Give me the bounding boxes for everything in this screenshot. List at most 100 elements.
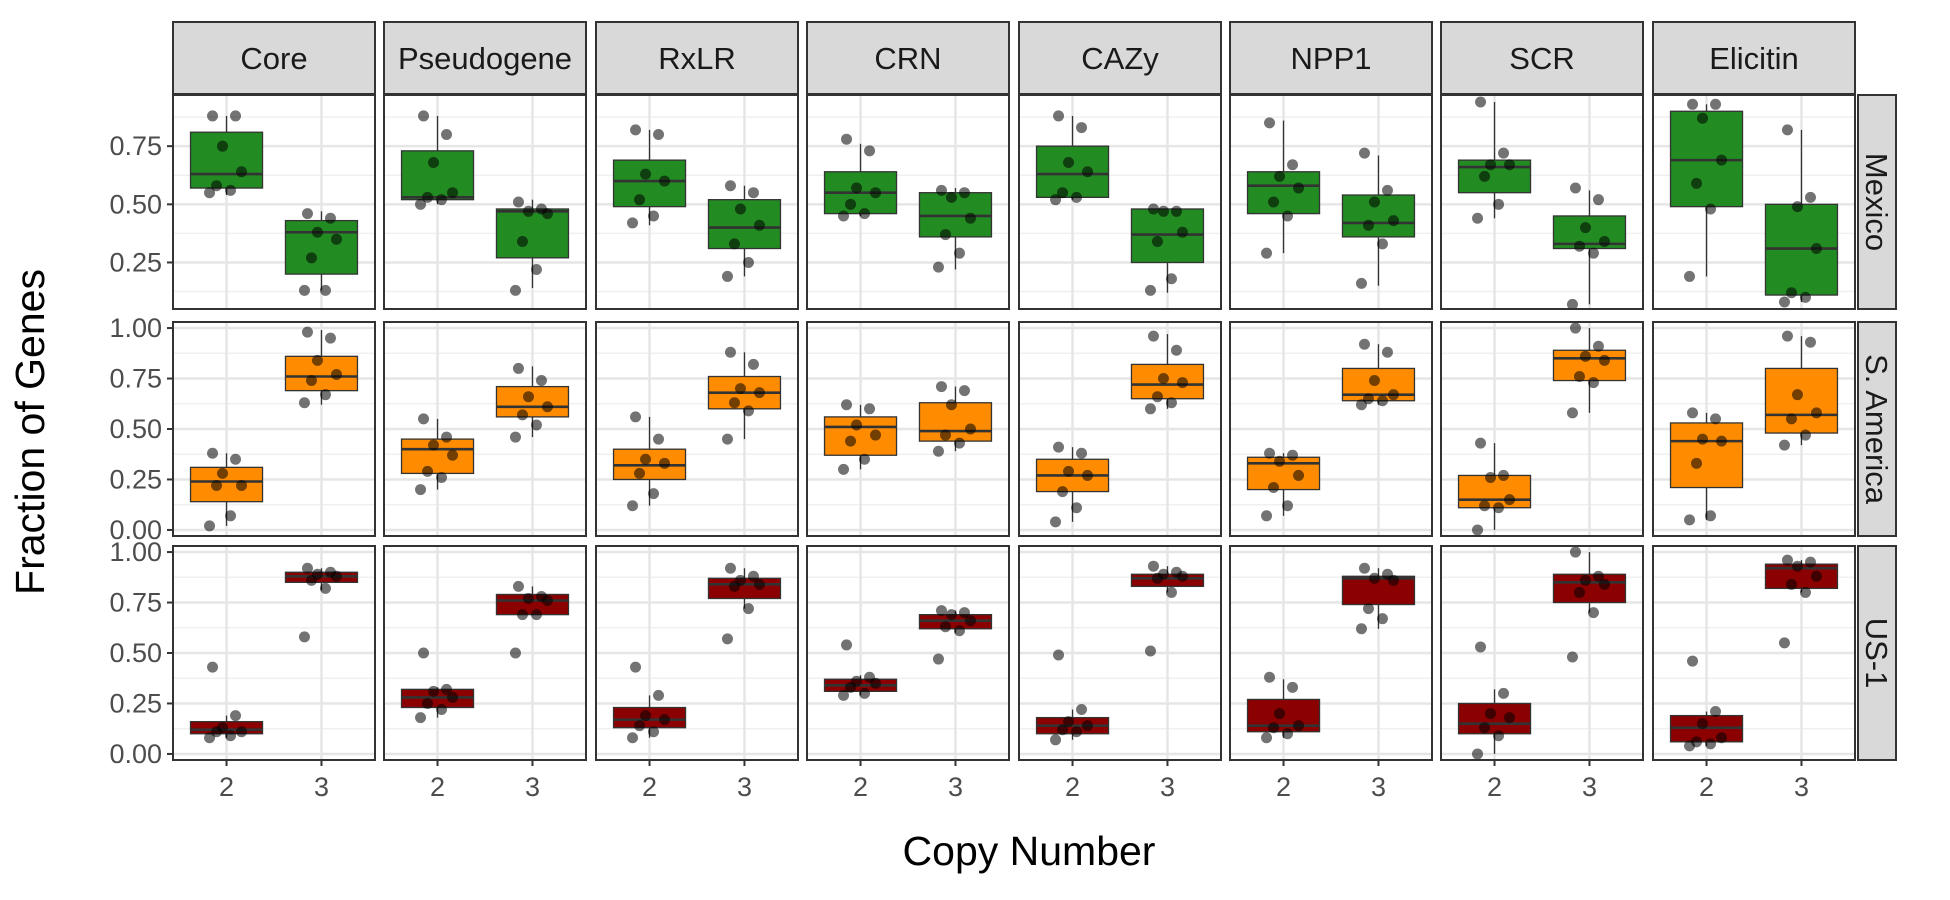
data-point — [659, 714, 671, 726]
data-point — [1579, 222, 1591, 234]
data-point — [1472, 212, 1484, 224]
data-point — [1569, 322, 1581, 334]
data-point — [1376, 613, 1388, 625]
data-point — [1176, 377, 1188, 389]
panel-border — [1652, 545, 1856, 761]
data-point — [945, 191, 957, 203]
data-point — [1050, 734, 1062, 746]
data-point — [1566, 407, 1578, 419]
data-point — [1147, 330, 1159, 342]
data-point — [204, 187, 216, 199]
data-point — [1785, 578, 1797, 590]
data-point — [1716, 732, 1728, 744]
data-point — [747, 358, 759, 370]
data-point — [1268, 482, 1280, 494]
box — [189, 131, 264, 189]
data-point — [541, 208, 553, 220]
data-point — [418, 413, 430, 425]
data-point — [1493, 198, 1505, 210]
data-point — [207, 447, 219, 459]
data-point — [1592, 570, 1604, 582]
data-point — [845, 198, 857, 210]
x-tick-label: 3 — [314, 772, 329, 802]
data-point — [1791, 201, 1803, 213]
data-point — [1381, 346, 1393, 358]
data-point — [845, 435, 857, 447]
data-point — [1355, 277, 1367, 289]
data-point — [1710, 98, 1722, 110]
panel-border — [383, 321, 587, 537]
data-point — [659, 175, 671, 187]
panel-us-1-cazy — [1018, 545, 1222, 761]
data-point — [953, 625, 965, 637]
data-point — [236, 726, 248, 738]
data-point — [734, 383, 746, 395]
data-point — [1264, 117, 1276, 129]
data-point — [1485, 708, 1497, 720]
column-strip-background — [1229, 21, 1433, 95]
data-point — [630, 411, 642, 423]
data-point — [1781, 554, 1793, 566]
data-point — [1147, 203, 1159, 215]
data-point — [447, 691, 459, 703]
data-point — [418, 110, 430, 122]
data-point — [298, 397, 310, 409]
data-point — [1804, 336, 1816, 348]
data-point — [436, 194, 448, 206]
y-tick-label: 1.00 — [109, 537, 162, 567]
panel-mexico-crn — [806, 94, 1010, 310]
data-point — [953, 437, 965, 449]
panel-border — [383, 545, 587, 761]
panels-layer — [172, 94, 1856, 761]
data-point — [516, 409, 528, 421]
data-point — [945, 399, 957, 411]
data-point — [512, 196, 524, 208]
data-point — [640, 168, 652, 180]
data-point — [1587, 247, 1599, 259]
data-point — [1387, 389, 1399, 401]
data-point — [230, 710, 242, 722]
x-tick-label: 2 — [430, 772, 445, 802]
data-point — [441, 129, 453, 141]
data-point — [1684, 270, 1696, 282]
row-strip-label: S. America — [1859, 354, 1894, 505]
data-point — [859, 687, 871, 699]
data-point — [653, 129, 665, 141]
column-strip-label: CAZy — [1081, 41, 1159, 76]
data-point — [415, 484, 427, 496]
x-tick-label: 3 — [1371, 772, 1386, 802]
data-point — [1475, 641, 1487, 653]
data-point — [1362, 603, 1374, 615]
data-point — [1170, 344, 1182, 356]
y-tick-label: 0.75 — [109, 588, 162, 618]
data-point — [1781, 124, 1793, 136]
data-point — [1569, 182, 1581, 194]
data-point — [1151, 236, 1163, 248]
data-point — [1684, 740, 1696, 752]
box — [400, 150, 475, 201]
data-point — [721, 633, 733, 645]
panel-mexico-pseudogene — [383, 94, 587, 310]
data-point — [428, 685, 440, 697]
data-point — [964, 423, 976, 435]
column-strip-background — [595, 21, 799, 95]
data-point — [301, 208, 313, 220]
x-tick-label: 3 — [1582, 772, 1597, 802]
data-point — [324, 212, 336, 224]
data-point — [870, 677, 882, 689]
column-strip-scr: SCR — [1440, 21, 1644, 95]
row-strip-label: US-1 — [1859, 618, 1894, 689]
data-point — [1387, 215, 1399, 227]
data-point — [1165, 586, 1177, 598]
data-point — [939, 429, 951, 441]
data-point — [447, 187, 459, 199]
data-point — [1050, 516, 1062, 528]
column-strip-label: Elicitin — [1709, 41, 1799, 76]
box — [1669, 422, 1744, 489]
x-tick-label: 2 — [1699, 772, 1714, 802]
data-point — [217, 467, 229, 479]
data-point — [648, 726, 660, 738]
column-strip-background — [806, 21, 1010, 95]
data-point — [1710, 413, 1722, 425]
data-point — [935, 184, 947, 196]
